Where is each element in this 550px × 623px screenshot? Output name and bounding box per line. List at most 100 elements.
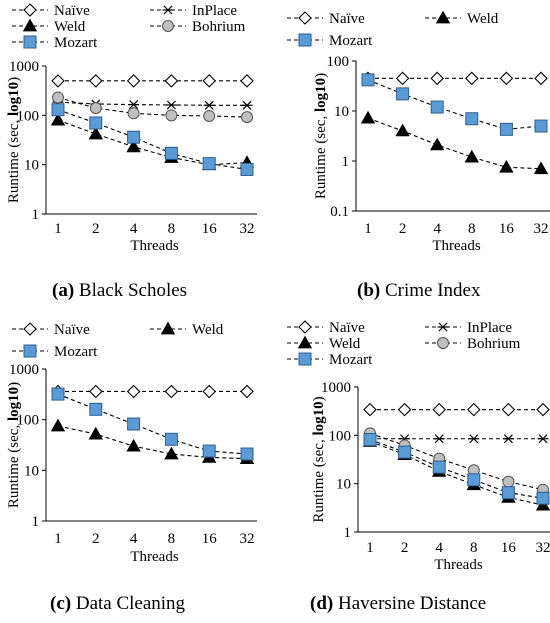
point-inplace	[468, 434, 480, 444]
caption-data-cleaning: (c) Data Cleaning	[50, 593, 185, 615]
legend-item-mozart: Mozart	[287, 352, 373, 368]
point-mozart	[164, 432, 178, 446]
series-weld	[50, 418, 255, 465]
legend-label: InPlace	[467, 320, 512, 336]
legend-item-weld: Weld	[150, 321, 224, 338]
legend-marker	[23, 322, 37, 336]
point-bohrium	[241, 111, 253, 124]
x-tick-label: 1	[54, 531, 62, 547]
series-weld	[360, 110, 549, 175]
point-mozart	[396, 87, 410, 101]
point-mozart	[501, 486, 515, 500]
legend: Naïve Weld Mozart	[287, 10, 499, 49]
x-tick-label: 4	[433, 221, 441, 237]
legend-label: Bohrium	[192, 19, 246, 35]
point-inplace	[128, 100, 140, 110]
y-tick-label: 1	[32, 207, 40, 223]
y-tick-label: 100	[17, 413, 40, 429]
chart-data-cleaning: 1 10 100 1000 1 2 4 8 16 32 Threads Runtime (sec, l…	[0, 311, 275, 623]
point-bohrium	[502, 475, 515, 488]
point-bohrium	[127, 107, 140, 120]
y-tick-label: 1	[32, 514, 40, 530]
legend-marker	[23, 3, 37, 17]
x-tick-label: 2	[401, 540, 409, 556]
legend-marker	[298, 352, 312, 366]
legend-label: Weld	[467, 11, 499, 27]
legend-label: Mozart	[54, 344, 98, 360]
x-tick-label: 4	[130, 221, 138, 237]
y-tick-label: 100	[329, 428, 352, 444]
legend-label: Mozart	[54, 35, 98, 51]
x-axis-label: Threads	[130, 238, 178, 254]
point-weld	[88, 126, 103, 140]
chart-black-scholes: 1 10 100 1000 1 2 4 8 16 32 Threads Runtime (sec, l…	[0, 0, 275, 311]
point-weld	[126, 438, 141, 452]
point-mozart	[240, 447, 254, 461]
point-mozart	[536, 491, 550, 505]
x-axis-label: Threads	[130, 549, 178, 565]
x-tick-label: 16	[499, 221, 515, 237]
point-naive	[397, 402, 412, 417]
point-naive	[240, 384, 254, 399]
point-inplace	[165, 100, 177, 110]
legend-item-naive: Naïve	[12, 3, 90, 19]
point-naive	[240, 74, 254, 88]
chart-haversine-distance-svg: 1 10 100 1000 1 2 4 8 16 32 Threads Runtime (sec, l…	[287, 320, 550, 573]
point-naive	[467, 402, 481, 417]
caption-text: Haversine Distance	[337, 593, 487, 614]
point-mozart	[89, 116, 103, 130]
series-weld	[50, 112, 255, 171]
caption-text: Black Scholes	[78, 280, 188, 301]
legend-item-bohrium: Bohrium	[425, 336, 521, 352]
legend-marker	[298, 11, 312, 25]
caption-letter: (c)	[50, 593, 72, 614]
legend-item-naive: Naïve	[12, 322, 90, 338]
x-tick-label: 32	[536, 540, 550, 556]
legend: Naïve Weld Mozart	[12, 321, 224, 360]
legend-item-weld: Weld	[287, 335, 361, 352]
point-mozart	[202, 444, 216, 458]
y-tick-label: 100	[17, 108, 40, 124]
series-naive	[51, 74, 254, 88]
y-tick-label: 10	[336, 477, 351, 493]
legend-label: Naïve	[54, 3, 90, 19]
point-weld	[360, 110, 376, 124]
y-tick-label: 0.1	[330, 204, 349, 220]
series-mozart	[363, 432, 550, 505]
y-axis-label: Runtime (sec, log10)	[313, 73, 329, 199]
point-weld	[126, 139, 141, 153]
point-weld	[464, 149, 479, 163]
legend-item-inplace: InPlace	[425, 320, 512, 336]
y-tick-label: 1000	[9, 59, 39, 75]
x-tick-label: 32	[240, 531, 255, 547]
x-tick-label: 1	[366, 540, 374, 556]
caption-crime-index: (b) Crime Index	[357, 280, 481, 302]
point-inplace	[203, 100, 215, 110]
point-bohrium	[89, 102, 102, 115]
point-mozart	[432, 460, 446, 474]
point-mozart	[89, 402, 103, 416]
point-naive	[202, 74, 216, 88]
legend-marker	[298, 33, 312, 47]
point-mozart	[363, 432, 377, 446]
legend-label: Naïve	[54, 322, 90, 338]
y-axis-label: Runtime (sec, log10)	[6, 382, 22, 508]
legend-marker	[162, 20, 174, 32]
x-tick-label: 8	[168, 531, 176, 547]
chart-crime-index: 0.1 1 10 100 1 2 4 8 16 32 Threads Runtime (sec, lo…	[275, 0, 550, 311]
point-mozart	[430, 100, 444, 114]
point-inplace	[502, 434, 514, 444]
x-tick-label: 8	[468, 221, 476, 237]
legend-marker	[297, 335, 313, 349]
point-weld	[88, 426, 103, 440]
series-line-bohrium	[57, 96, 248, 118]
series-line-mozart	[57, 109, 248, 170]
point-weld	[164, 446, 179, 460]
y-tick-label: 10	[24, 463, 39, 479]
point-naive	[89, 74, 103, 88]
x-tick-label: 16	[202, 531, 218, 547]
caption-letter: (b)	[357, 280, 381, 301]
y-tick-label: 1000	[321, 380, 351, 396]
point-weld	[50, 112, 66, 126]
point-naive	[164, 384, 179, 399]
